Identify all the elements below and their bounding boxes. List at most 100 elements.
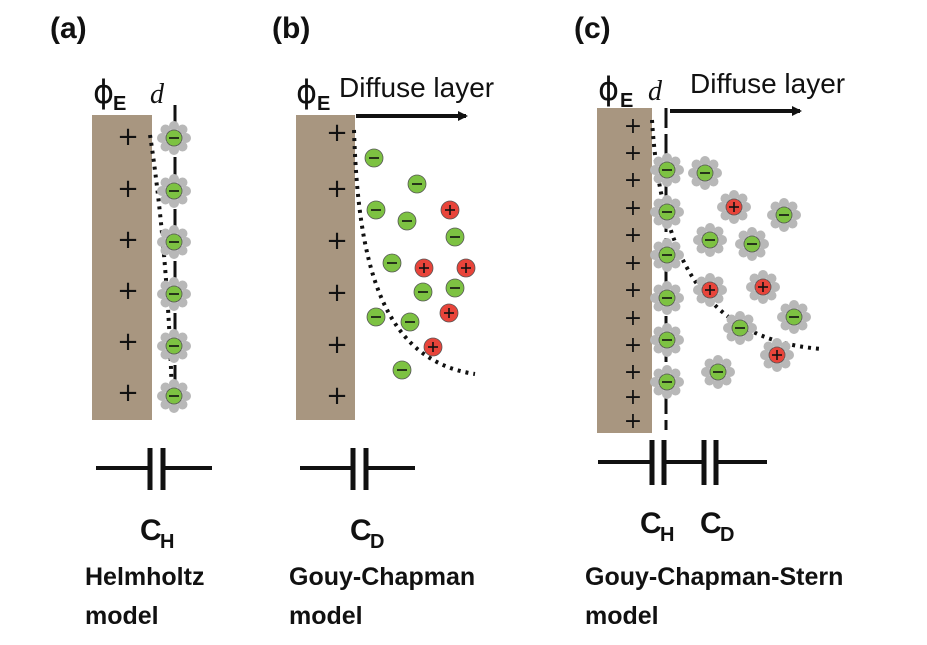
solvent-molecule bbox=[713, 355, 723, 365]
solvent-molecule bbox=[747, 323, 757, 333]
solvent-molecule bbox=[721, 375, 732, 386]
solvated-anion-ion bbox=[157, 329, 191, 363]
solvent-molecule bbox=[181, 341, 191, 351]
solvent-molecule bbox=[696, 293, 707, 304]
panel-b-potential-subscript: E bbox=[317, 93, 330, 115]
electrode-positive-charge: + bbox=[117, 122, 139, 152]
solvent-molecule bbox=[787, 218, 798, 229]
solvent-molecule bbox=[691, 159, 702, 170]
solvent-molecule bbox=[725, 367, 735, 377]
solvent-molecule bbox=[713, 379, 723, 389]
panel-c-capacitor-h-label: C bbox=[640, 507, 662, 540]
solvent-molecule bbox=[177, 399, 188, 410]
electrode-positive-charge: + bbox=[326, 278, 348, 308]
panel-b-model-name: Gouy-Chapman bbox=[289, 563, 475, 591]
solvated-anion-ion bbox=[688, 156, 722, 190]
solvent-molecule bbox=[653, 215, 664, 226]
solvent-molecule bbox=[177, 124, 188, 135]
anion-ion bbox=[366, 307, 386, 327]
cation-ion bbox=[439, 303, 459, 323]
electrode-positive-charge: + bbox=[117, 378, 139, 408]
panel-a-electrode bbox=[92, 115, 152, 420]
solvent-molecule bbox=[747, 251, 757, 261]
solvent-molecule bbox=[721, 358, 732, 369]
solvated-anion-ion bbox=[157, 121, 191, 155]
solvent-molecule bbox=[662, 323, 672, 333]
solvent-molecule bbox=[749, 290, 760, 301]
panel-c-capacitor-d-subscript: D bbox=[720, 524, 734, 546]
solvent-molecule bbox=[755, 247, 766, 258]
solvent-molecule bbox=[177, 177, 188, 188]
solvent-molecule bbox=[708, 176, 719, 187]
solvent-molecule bbox=[662, 281, 672, 291]
panel-c-capacitor-d-label: C bbox=[700, 507, 722, 540]
solvent-molecule bbox=[763, 358, 774, 369]
solvent-molecule bbox=[157, 341, 167, 351]
solvent-molecule bbox=[780, 358, 791, 369]
solvent-molecule bbox=[650, 377, 660, 387]
anion-ion bbox=[413, 282, 433, 302]
solvent-molecule bbox=[759, 239, 769, 249]
solvent-molecule bbox=[662, 347, 672, 357]
solvent-molecule bbox=[662, 219, 672, 229]
solvent-molecule bbox=[169, 225, 179, 235]
solvent-molecule bbox=[787, 201, 798, 212]
solvent-molecule bbox=[696, 243, 707, 254]
solvent-molecule bbox=[181, 186, 191, 196]
solvent-molecule bbox=[653, 156, 664, 167]
solvent-molecule bbox=[169, 277, 179, 287]
solvent-molecule bbox=[177, 332, 188, 343]
solvent-molecule bbox=[749, 273, 760, 284]
panel-b-electrode-charges: + + + + + + bbox=[326, 118, 348, 411]
solvent-molecule bbox=[160, 177, 171, 188]
solvent-molecule bbox=[653, 385, 664, 396]
anion-ion bbox=[397, 211, 417, 231]
solvent-molecule bbox=[160, 297, 171, 308]
solvent-molecule bbox=[169, 379, 179, 389]
solvent-molecule bbox=[157, 237, 167, 247]
solvent-molecule bbox=[789, 324, 799, 334]
anion-ion bbox=[407, 174, 427, 194]
electrode-positive-charge: + bbox=[624, 114, 642, 139]
solvent-molecule bbox=[797, 303, 808, 314]
electrode-positive-charge: + bbox=[624, 196, 642, 221]
solvent-molecule bbox=[169, 301, 179, 311]
solvent-molecule bbox=[181, 237, 191, 247]
solvent-molecule bbox=[760, 350, 770, 360]
solvent-molecule bbox=[770, 282, 780, 292]
cation-ion bbox=[414, 258, 434, 278]
solvent-molecule bbox=[770, 201, 781, 212]
solvent-molecule bbox=[797, 320, 808, 331]
panel-gouy-chapman-stern: (c) ϕ E d Diffuse layer ++++++++++++ C H… bbox=[574, 12, 845, 630]
panel-helmholtz: (a) ϕ E d + + + + + + C H Helmholtz model bbox=[50, 12, 212, 630]
solvent-molecule bbox=[713, 293, 724, 304]
panel-c-capacitor-h-subscript: H bbox=[660, 524, 674, 546]
solvent-molecule bbox=[653, 284, 664, 295]
electrode-positive-charge: + bbox=[117, 276, 139, 306]
solvent-molecule bbox=[169, 174, 179, 184]
solvent-molecule bbox=[650, 207, 660, 217]
solvent-molecule bbox=[758, 294, 768, 304]
solvent-molecule bbox=[705, 247, 715, 257]
panel-gouy-chapman: (b) ϕ E Diffuse layer + + + + + + C D Gouy-Ch… bbox=[272, 12, 494, 630]
solvent-molecule bbox=[713, 243, 724, 254]
solvent-molecule bbox=[743, 314, 754, 325]
solvent-molecule bbox=[157, 391, 167, 401]
panel-a-potential-subscript: E bbox=[113, 93, 126, 115]
electrode-positive-charge: + bbox=[117, 225, 139, 255]
solvent-molecule bbox=[160, 280, 171, 291]
solvent-molecule bbox=[181, 391, 191, 401]
solvent-molecule bbox=[735, 335, 745, 345]
solvent-molecule bbox=[755, 230, 766, 241]
solvent-molecule bbox=[717, 285, 727, 295]
solvent-molecule bbox=[662, 365, 672, 375]
electrode-positive-charge: + bbox=[624, 409, 642, 434]
solvent-molecule bbox=[704, 375, 715, 386]
panel-b-model-word: model bbox=[289, 602, 363, 630]
solvent-molecule bbox=[177, 297, 188, 308]
solvated-anion-ion bbox=[701, 355, 735, 389]
solvent-molecule bbox=[177, 349, 188, 360]
solvent-molecule bbox=[160, 245, 171, 256]
solvent-molecule bbox=[169, 329, 179, 339]
solvent-molecule bbox=[720, 193, 731, 204]
